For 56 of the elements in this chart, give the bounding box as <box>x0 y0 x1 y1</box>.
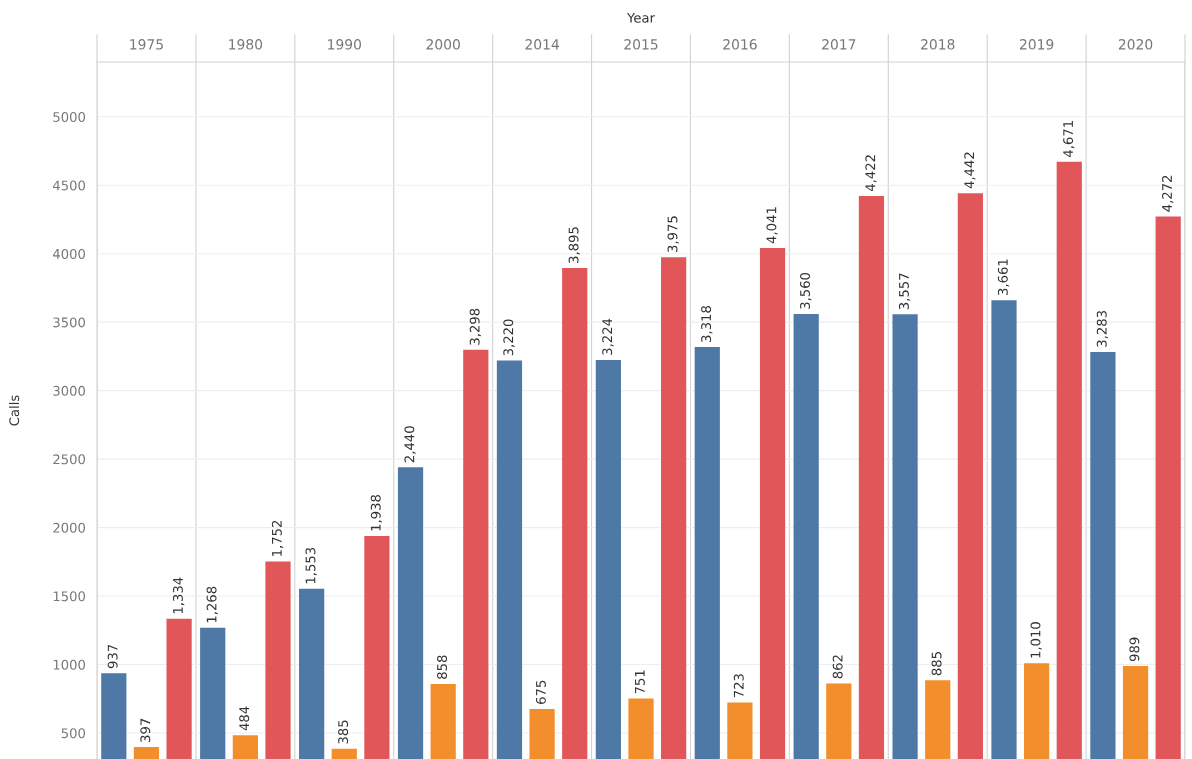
x-tick-label: 2018 <box>921 39 955 50</box>
y-tick-label: 4500 <box>52 180 86 191</box>
x-tick-label: 1990 <box>328 39 362 50</box>
data-label: 862 <box>832 655 843 679</box>
y-tick-label: 500 <box>61 728 86 739</box>
data-label: 3,298 <box>469 308 481 345</box>
data-label: 751 <box>635 670 645 694</box>
data-label: 4,272 <box>1162 175 1174 212</box>
data-label: 937 <box>107 644 118 669</box>
x-tick-label: 2016 <box>723 39 757 50</box>
data-label: 1,553 <box>305 547 317 584</box>
y-tick-label: 5000 <box>53 111 86 122</box>
data-label: 1,938 <box>370 495 383 531</box>
data-label: 3,895 <box>568 227 580 263</box>
y-tick-label: 1000 <box>53 659 86 670</box>
y-tick-label: 3500 <box>53 317 86 328</box>
data-label: 385 <box>338 720 349 744</box>
y-tick-label: 2500 <box>53 454 86 465</box>
x-tick-label: 2000 <box>426 39 460 50</box>
x-tick-label: 1975 <box>130 39 163 50</box>
data-label: 484 <box>239 706 250 731</box>
data-label: 1,268 <box>206 586 218 623</box>
y-tick-label: 1500 <box>53 591 86 602</box>
data-label: 675 <box>535 680 546 704</box>
data-label: 4,041 <box>766 207 778 244</box>
x-axis-title: Year <box>627 12 655 23</box>
data-label: 1,010 <box>1030 622 1042 658</box>
data-label: 885 <box>931 652 942 676</box>
data-label: 397 <box>140 718 151 742</box>
data-label: 1,752 <box>271 520 284 556</box>
data-label: 3,557 <box>898 273 911 310</box>
x-tick-label: 2019 <box>1019 39 1054 50</box>
data-label: 858 <box>437 655 448 679</box>
data-label: 1,334 <box>172 577 185 614</box>
data-label: 3,560 <box>800 272 812 309</box>
x-tick-label: 2020 <box>1118 39 1153 50</box>
data-label: 989 <box>1129 637 1140 662</box>
x-tick-label: 2015 <box>624 39 658 50</box>
data-label: 2,440 <box>404 426 416 463</box>
y-axis-title: Calls <box>8 395 20 426</box>
data-label: 3,318 <box>701 306 713 342</box>
data-label: 4,671 <box>1063 121 1075 158</box>
data-label: 4,442 <box>964 152 976 189</box>
x-tick-label: 1980 <box>229 39 263 50</box>
data-label: 3,224 <box>602 318 614 355</box>
data-label: 4,422 <box>865 155 877 192</box>
data-label: 3,661 <box>997 259 1010 295</box>
data-label: 3,975 <box>667 216 679 252</box>
y-tick-label: 2000 <box>53 522 86 533</box>
x-tick-label: 2014 <box>525 39 559 50</box>
data-label: 723 <box>733 674 744 698</box>
data-label: 3,283 <box>1096 311 1109 347</box>
data-label: 3,220 <box>503 319 515 356</box>
x-tick-label: 2017 <box>822 39 856 50</box>
y-tick-label: 3000 <box>53 385 86 396</box>
y-tick-label: 4000 <box>52 248 86 259</box>
